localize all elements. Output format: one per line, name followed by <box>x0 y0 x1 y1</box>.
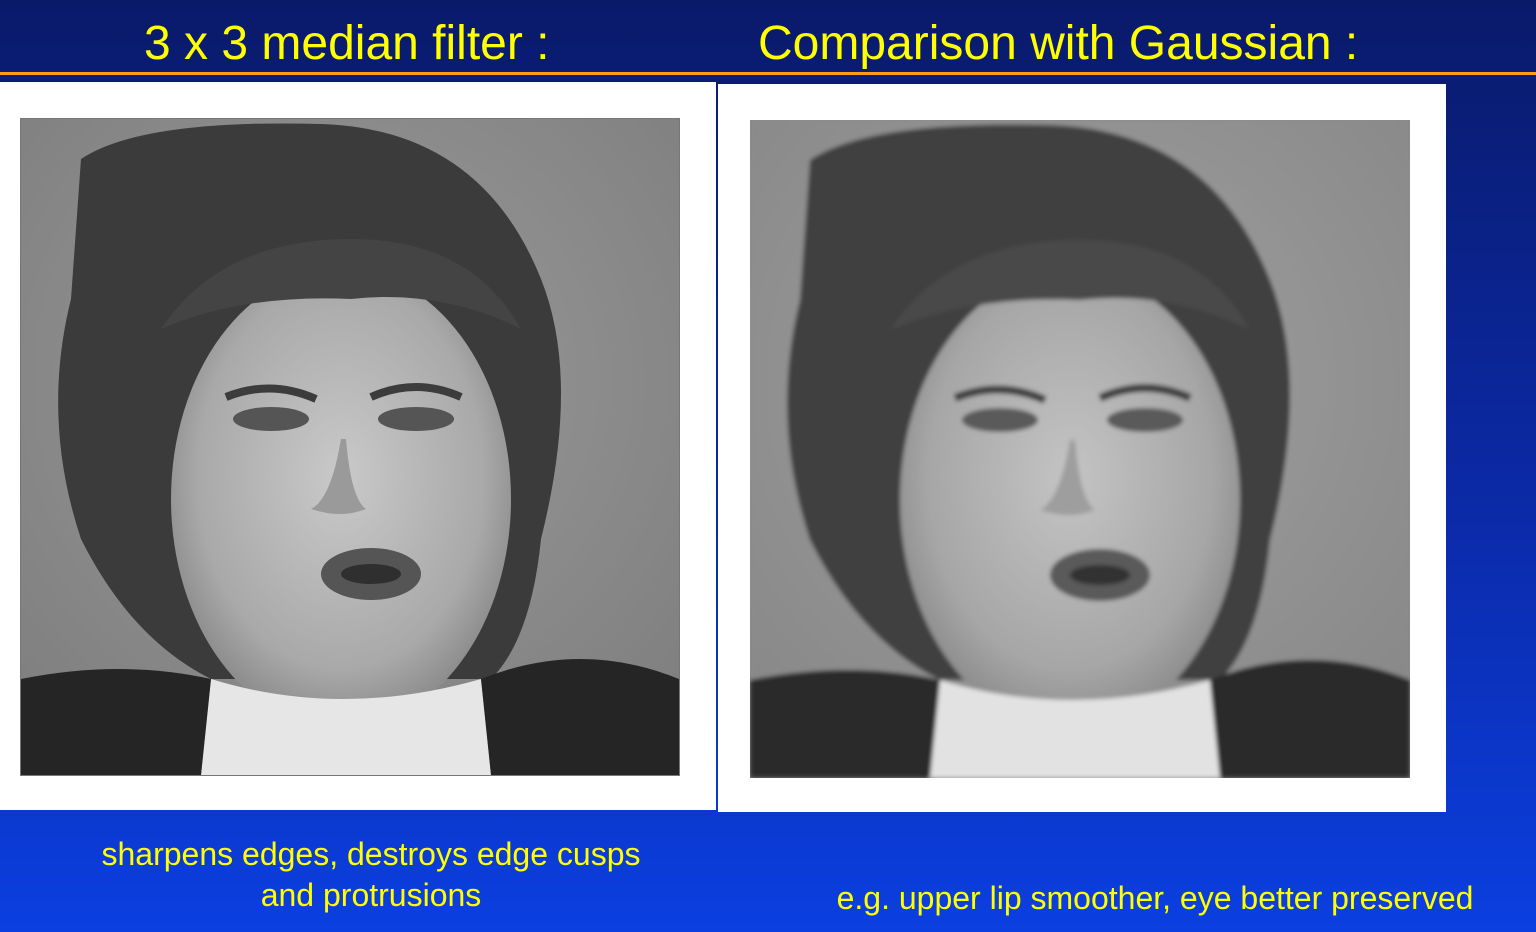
gaussian-filtered-face-image <box>750 120 1410 778</box>
caption-median-effect: sharpens edges, destroys edge cusps and … <box>44 834 698 916</box>
header-divider <box>0 72 1536 75</box>
caption-gaussian-comparison: e.g. upper lip smoother, eye better pres… <box>836 880 1474 916</box>
caption-median-line-1: sharpens edges, destroys edge cusps <box>101 836 641 872</box>
title-median-filter: 3 x 3 median filter : <box>144 17 550 70</box>
title-comparison-gaussian: Comparison with Gaussian : <box>758 17 1359 70</box>
gaussian-filtered-face-drawing <box>750 120 1410 778</box>
median-filtered-face-image <box>20 118 680 776</box>
caption-median-line-2: and protrusions <box>260 877 482 913</box>
median-filtered-face-drawing <box>21 119 679 775</box>
